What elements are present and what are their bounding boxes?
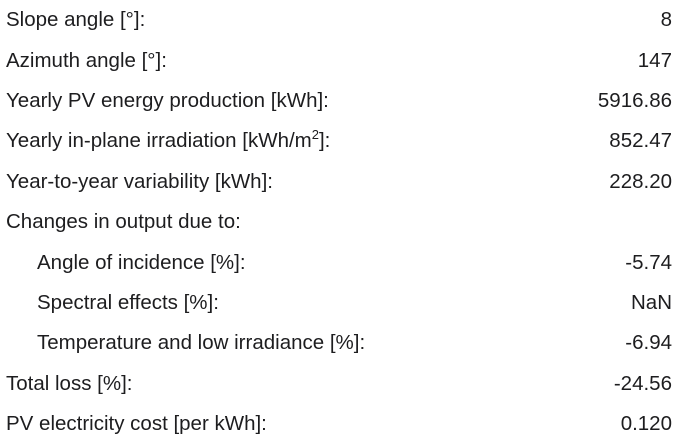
label-text: Angle of incidence [%]: <box>37 250 246 274</box>
section-title: Changes in output due to: <box>0 202 678 242</box>
label-text: Spectral effects [%]: <box>37 290 219 314</box>
row-value: -5.74 <box>625 250 672 274</box>
result-row: Azimuth angle [°]: 147 <box>0 40 678 80</box>
row-value: -6.94 <box>625 331 672 355</box>
superscript: 2 <box>311 127 319 143</box>
row-value: 0.120 <box>620 412 672 436</box>
row-label: Temperature and low irradiance [%]: <box>37 331 365 355</box>
label-end: ]: <box>318 129 331 153</box>
row-value: 852.47 <box>609 129 672 153</box>
row-value: 147 <box>637 48 672 72</box>
label-text: Yearly PV energy production [kWh]: <box>6 88 329 112</box>
result-row: Spectral effects [%]: NaN <box>0 283 678 323</box>
row-label: Yearly in-plane irradiation [kWh/m2]: <box>6 127 331 153</box>
row-label: Angle of incidence [%]: <box>37 251 246 275</box>
result-row: Year-to-year variability [kWh]: 228.20 <box>0 162 678 202</box>
row-value: 228.20 <box>609 169 672 193</box>
row-label: Total loss [%]: <box>6 372 132 396</box>
row-label: Yearly PV energy production [kWh]: <box>6 89 329 113</box>
label-text: PV electricity cost [per kWh]: <box>6 412 267 436</box>
result-row: Angle of incidence [%]: -5.74 <box>0 242 678 282</box>
row-value: NaN <box>630 290 672 314</box>
label-text: Total loss [%]: <box>6 371 133 395</box>
result-row: Yearly PV energy production [kWh]: 5916.8… <box>0 81 678 121</box>
result-row: Slope angle [°]: 8 <box>0 0 678 40</box>
row-label: PV electricity cost [per kWh]: <box>6 412 267 436</box>
result-row: Yearly in-plane irradiation [kWh/m2]: 852… <box>0 121 678 161</box>
label-text: Year-to-year variability [kWh]: <box>6 169 273 193</box>
label-text: Yearly in-plane irradiation [kWh/m <box>6 129 312 153</box>
row-label: Azimuth angle [°]: <box>6 49 167 73</box>
row-label: Slope angle [°]: <box>6 8 145 32</box>
section-title-text: Changes in output due to: <box>6 210 241 234</box>
row-label: Year-to-year variability [kWh]: <box>6 170 273 194</box>
label-text: Azimuth angle [°]: <box>6 48 167 72</box>
row-value: -24.56 <box>613 371 672 395</box>
label-text: Slope angle [°]: <box>6 8 146 32</box>
label-text: Temperature and low irradiance [%]: <box>37 331 366 355</box>
row-value: 5916.86 <box>597 88 672 112</box>
result-row: Temperature and low irradiance [%]: -6.94 <box>0 323 678 363</box>
row-label: Spectral effects [%]: <box>37 291 219 315</box>
result-row: Total loss [%]: -24.56 <box>0 364 678 404</box>
row-value: 8 <box>660 8 672 32</box>
result-row: PV electricity cost [per kWh]: 0.120 <box>0 404 678 444</box>
